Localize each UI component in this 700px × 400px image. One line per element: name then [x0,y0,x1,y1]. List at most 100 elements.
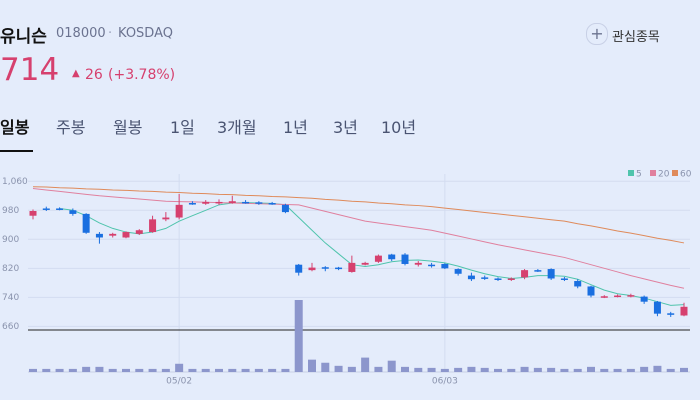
volume-bar [494,368,502,372]
separator: · [108,26,113,41]
market: KOSDAQ [118,26,173,41]
volume-bar [334,365,343,372]
volume-bar [228,368,237,372]
volume-bar [374,366,383,372]
x-tick-label: 06/03 [432,377,458,387]
volume-bar [613,368,622,372]
add-icon[interactable]: + [586,23,608,45]
volume-bar [626,368,635,372]
volume-bar [188,368,197,372]
volume-bar [82,366,91,372]
tab[interactable]: 월봉 [113,118,143,137]
volume-bar [55,368,64,372]
volume-bar [175,363,184,372]
candle-body [281,204,289,213]
change-pct: (+3.78%) [108,67,176,83]
y-tick-label: 980 [2,206,19,216]
candle-body [268,203,276,205]
candle-body [467,275,475,280]
x-tick-label: 05/02 [166,377,192,387]
volume-bar [68,368,77,372]
candle-body [175,204,183,218]
volume-bar [215,368,223,372]
ma-line [32,186,685,244]
volume-bar [414,367,423,372]
tab[interactable]: 주봉 [56,118,86,137]
volume-bar [653,365,662,372]
volume-bar [640,366,649,372]
candle-body [149,219,157,233]
volume-bar [560,368,569,372]
candle-body [401,254,409,264]
ma-line [32,188,685,289]
candle-body [242,201,250,204]
candle-body [215,201,223,204]
candle-body [135,230,143,234]
volume-bar [161,368,170,372]
candle-body [587,286,595,296]
candle-body [228,201,236,204]
volume-bar [401,366,409,372]
candle-body [42,208,50,210]
volume-bar [148,368,157,372]
volume-bar [666,368,675,372]
legend-swatch [628,170,634,176]
y-tick-label: 900 [2,235,19,245]
candle-body [481,277,489,279]
legend-swatch [672,170,678,176]
candle-body [667,313,675,315]
volume-bar [361,357,370,372]
tab[interactable]: 일봉 [0,118,30,137]
candle-body [295,264,303,273]
volume-bar [427,367,436,372]
candle-body [202,201,210,204]
candle-body [69,210,77,214]
volume-bar [533,367,542,372]
volume-bar [600,368,609,372]
y-tick-label: 820 [2,264,19,274]
candle-body [428,264,436,267]
candle-body [56,208,64,210]
y-tick-label: 660 [2,322,19,332]
candle-body [348,262,356,272]
candle-body [122,232,130,238]
candle-body [374,255,382,262]
volume-bar [573,368,582,372]
candle-body [507,278,515,280]
tab[interactable]: 1일 [170,118,195,137]
tab[interactable]: 3개월 [217,118,257,137]
volume-bar [507,368,516,372]
volume-bar [321,362,330,372]
tab[interactable]: 10년 [381,118,417,137]
watchlist-button[interactable]: 관심종목 [612,30,660,45]
ma-line [59,202,685,306]
candle-body [600,296,608,298]
header: 유니슨 018000 · KOSDAQ + 관심종목 714 ▲ 26 (+3.… [0,0,700,160]
candle-body [521,270,529,278]
candle-body [95,233,103,238]
candle-body [29,211,37,216]
candle-body [255,202,263,204]
price: 714 [0,52,60,88]
stock-code: 018000 [56,26,106,41]
volume-bar [29,368,37,372]
volume-bar [520,366,529,372]
legend-label: 60 [680,170,692,180]
candle-body [534,270,542,272]
candle-body [188,203,196,205]
candle-body [361,262,369,265]
volume-bar [347,366,356,372]
volume-bar [108,368,117,372]
volume-bar [122,368,130,372]
candle-body [627,295,635,297]
change: 26 [85,67,103,83]
volume-bar [294,300,303,372]
volume-bar [241,368,250,372]
tab-underline [0,150,33,152]
candle-body [414,262,422,265]
tab[interactable]: 3년 [333,118,358,137]
volume-bar [42,368,51,372]
candle-body [653,301,661,314]
tab[interactable]: 1년 [283,118,308,137]
